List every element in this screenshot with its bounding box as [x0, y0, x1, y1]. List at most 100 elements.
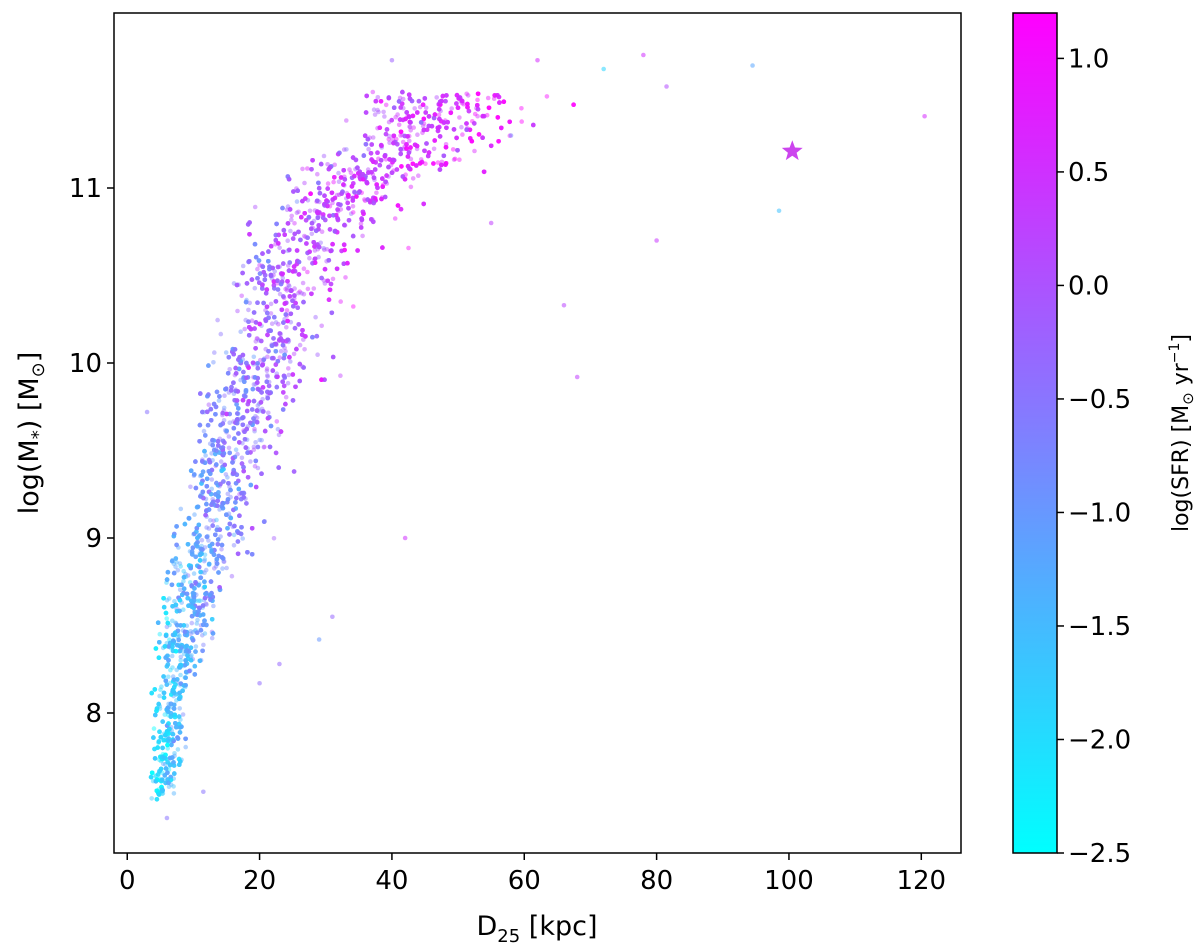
scatter-point	[213, 532, 218, 538]
scatter-point	[309, 231, 315, 237]
scatter-point	[305, 198, 311, 203]
scatter-point	[286, 339, 291, 345]
scatter-point	[399, 164, 404, 169]
scatter-point	[297, 378, 303, 384]
scatter-point	[214, 559, 219, 564]
scatter-point	[330, 354, 336, 360]
scatter-point	[439, 162, 444, 168]
scatter-point	[421, 116, 427, 122]
scatter-point	[209, 546, 214, 552]
scatter-point	[282, 316, 287, 322]
scatter-point	[407, 138, 412, 144]
scatter-point	[314, 333, 320, 339]
scatter-point	[329, 248, 334, 253]
scatter-point	[451, 157, 457, 162]
scatter-point	[249, 421, 255, 426]
scatter-point	[387, 133, 392, 139]
scatter-point	[384, 173, 389, 178]
scatter-point	[259, 406, 265, 412]
scatter-point	[481, 169, 487, 175]
scatter-point	[280, 342, 286, 348]
scatter-point	[170, 687, 176, 693]
scatter-point	[164, 729, 170, 735]
scatter-point	[195, 617, 200, 623]
scatter-point	[206, 526, 212, 531]
scatter-point	[297, 289, 303, 295]
scatter-point	[356, 171, 361, 176]
scatter-point	[265, 373, 270, 378]
scatter-point	[157, 729, 162, 734]
scatter-point	[173, 556, 179, 561]
scatter-point	[166, 701, 171, 707]
scatter-point	[297, 342, 303, 348]
scatter-point	[332, 175, 337, 180]
scatter-point	[197, 581, 202, 587]
scatter-point	[352, 190, 357, 195]
scatter-point	[420, 123, 426, 129]
scatter-point	[287, 207, 293, 212]
scatter-point	[307, 255, 312, 261]
scatter-point	[309, 220, 315, 226]
scatter-point	[267, 415, 272, 420]
scatter-point	[315, 171, 320, 177]
scatter-point	[218, 534, 223, 539]
scatter-point	[281, 320, 286, 325]
scatter-point	[260, 286, 265, 291]
scatter-point	[220, 410, 225, 416]
scatter-point	[181, 607, 186, 612]
scatter-point	[343, 275, 348, 280]
scatter-point	[231, 543, 237, 548]
scatter-point	[300, 364, 305, 369]
scatter-point	[476, 132, 482, 137]
scatter-point	[352, 189, 357, 194]
scatter-point	[235, 451, 240, 457]
scatter-point	[178, 672, 183, 678]
scatter-point	[226, 355, 232, 360]
scatter-point	[158, 754, 163, 760]
scatter-point	[170, 738, 176, 743]
scatter-point	[173, 564, 178, 570]
scatter-point	[198, 473, 203, 479]
scatter-point	[224, 512, 229, 517]
scatter-point	[204, 622, 209, 628]
scatter-point	[437, 134, 443, 139]
scatter-point	[171, 689, 176, 695]
scatter-point	[325, 278, 331, 284]
scatter-point	[166, 712, 171, 718]
scatter-point	[350, 210, 356, 215]
scatter-point	[211, 603, 216, 609]
scatter-point	[286, 268, 292, 273]
scatter-point	[253, 346, 258, 351]
scatter-point	[209, 635, 215, 641]
scatter-point	[240, 422, 246, 428]
scatter-point	[187, 580, 193, 585]
scatter-point	[312, 248, 318, 253]
scatter-point	[305, 269, 310, 275]
scatter-point	[199, 569, 205, 575]
scatter-point	[171, 712, 177, 717]
scatter-point	[330, 200, 335, 206]
scatter-point	[232, 454, 238, 460]
scatter-point	[330, 241, 335, 247]
scatter-point	[370, 135, 376, 140]
scatter-point	[206, 363, 211, 368]
scatter-point	[236, 431, 241, 436]
scatter-point	[164, 580, 169, 585]
scatter-point	[368, 151, 374, 156]
scatter-point	[261, 519, 267, 524]
scatter-point	[254, 408, 260, 413]
scatter-point	[251, 447, 257, 453]
scatter-point	[348, 170, 354, 176]
scatter-point	[202, 545, 208, 550]
scatter-point	[161, 690, 167, 696]
scatter-point	[418, 157, 424, 162]
scatter-point	[237, 360, 243, 365]
scatter-point	[171, 570, 177, 576]
scatter-point	[231, 419, 236, 424]
scatter-point	[245, 475, 251, 480]
scatter-point	[288, 311, 294, 317]
scatter-point	[256, 338, 262, 343]
scatter-point	[218, 481, 223, 487]
scatter-point	[285, 221, 291, 226]
scatter-point	[283, 286, 288, 292]
